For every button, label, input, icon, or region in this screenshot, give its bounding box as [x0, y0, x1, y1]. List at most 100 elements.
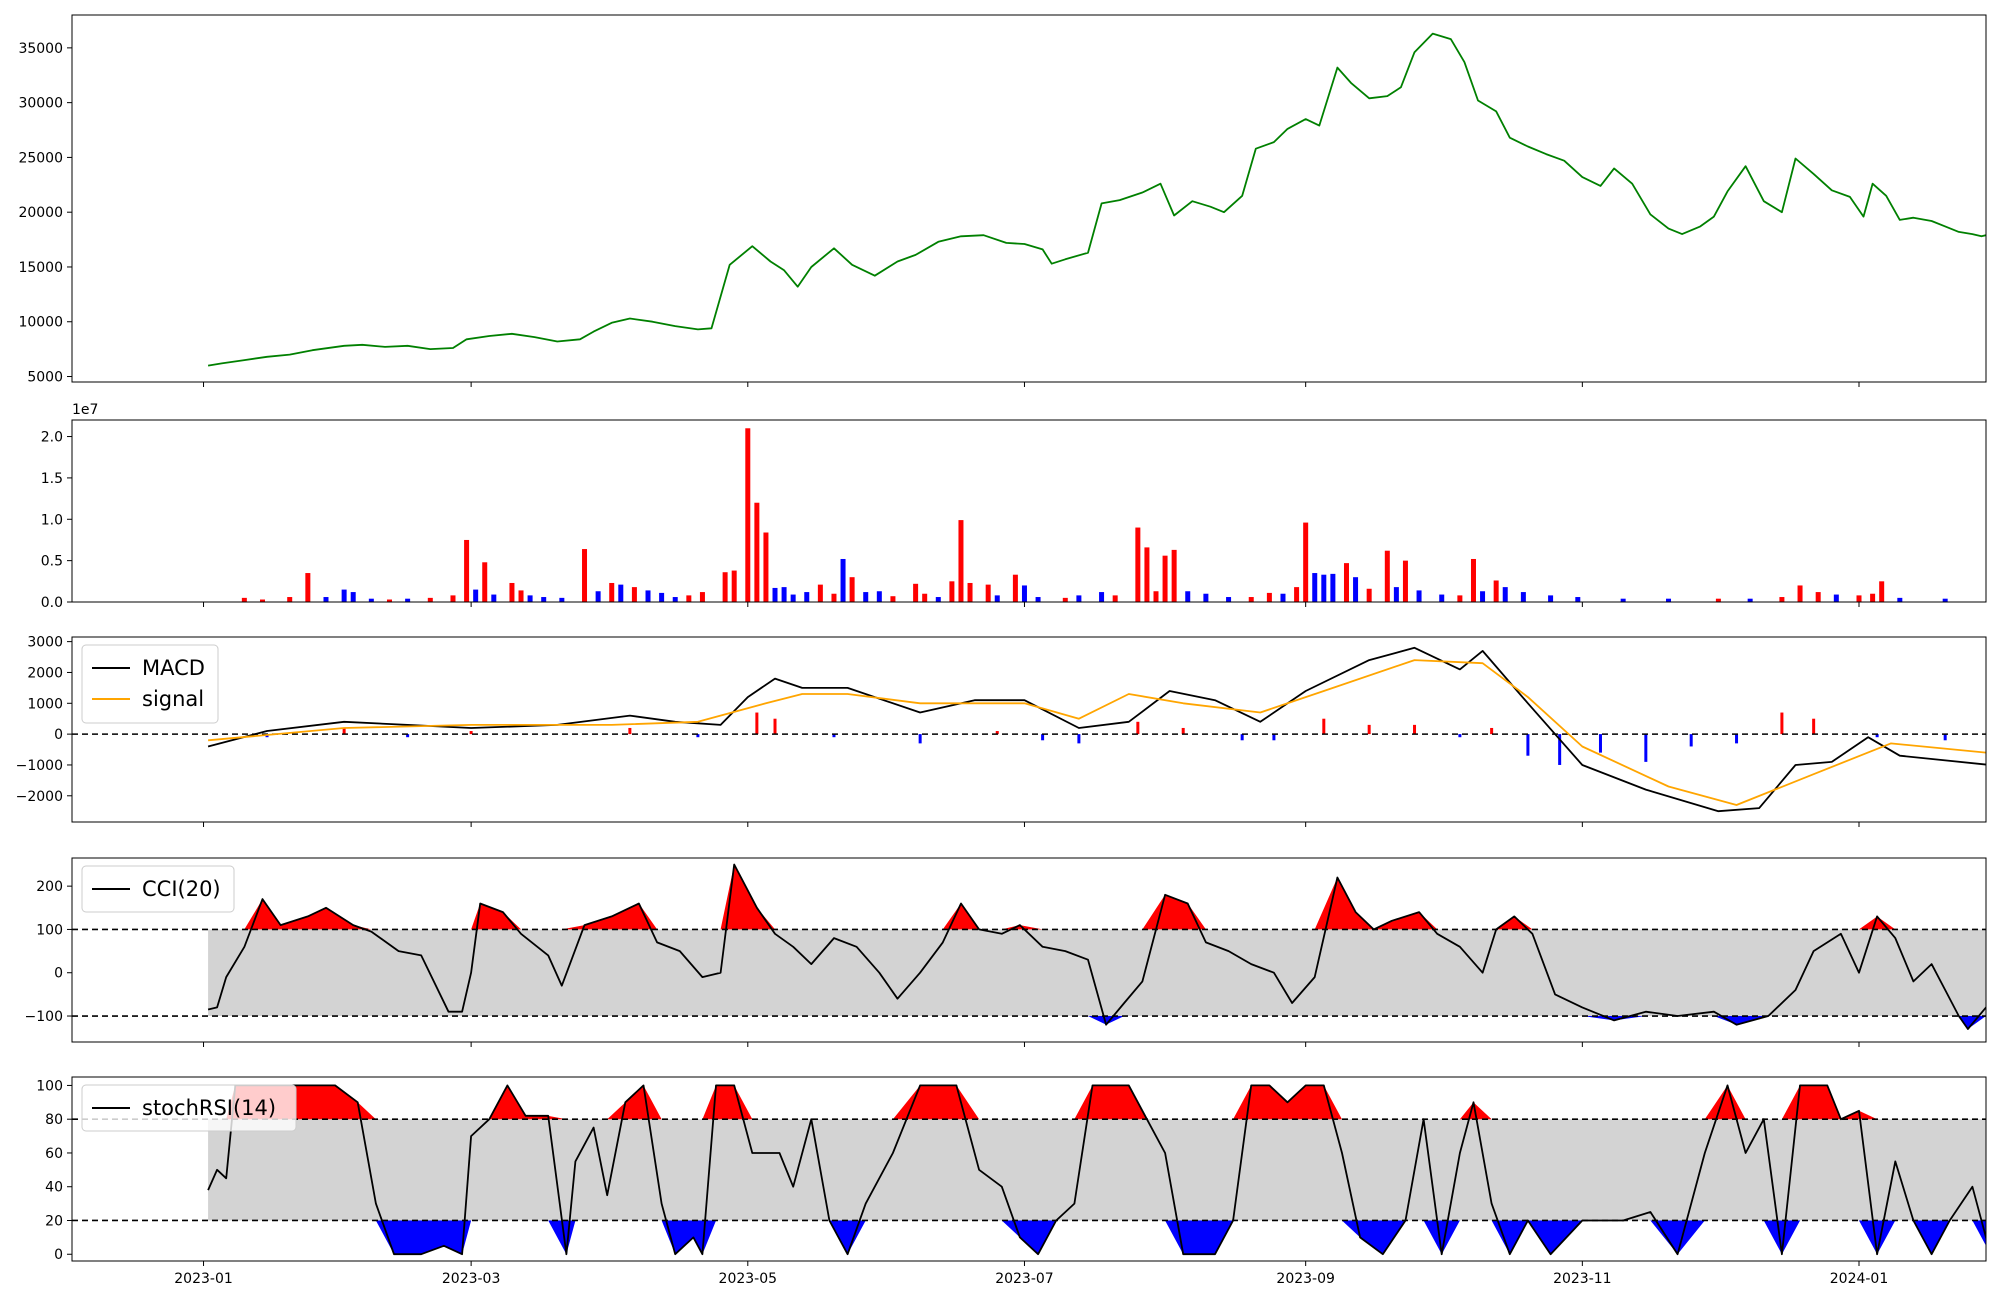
- volume-bar: [1303, 522, 1309, 602]
- volume-bar: [1856, 595, 1862, 602]
- volume-bar: [913, 583, 919, 602]
- stochrsi-y-tick-label: 60: [45, 1146, 63, 1162]
- macd-histogram-bar: [1735, 734, 1739, 744]
- macd-y-tick-label: −2000: [16, 789, 63, 805]
- volume-y-tick-label: 2.0: [41, 430, 63, 446]
- price-y-tick-label: 20000: [18, 205, 63, 221]
- cci-axes-frame: [71, 857, 1987, 1043]
- stochrsi-plot-area: [72, 1084, 1986, 1256]
- cci-y-tick-label: −100: [25, 1009, 63, 1025]
- volume-bar: [1294, 587, 1300, 602]
- volume-bar: [1666, 598, 1672, 602]
- volume-bar: [1384, 550, 1390, 602]
- stochrsi-y-tick-label: 80: [45, 1112, 63, 1128]
- volume-bar: [1203, 593, 1209, 602]
- volume-bar: [772, 587, 778, 602]
- macd-plot-area: [72, 646, 1986, 813]
- price-line-series: [207, 32, 1986, 367]
- macd-histogram-bar: [755, 712, 759, 735]
- volume-bar: [1185, 591, 1191, 602]
- volume-bar: [1226, 597, 1232, 602]
- volume-offset-label: 1e7: [72, 402, 98, 418]
- volume-bar: [731, 570, 737, 602]
- macd-histogram-bar: [1812, 718, 1816, 735]
- volume-bar: [386, 599, 392, 602]
- macd-histogram-bar: [995, 731, 999, 735]
- volume-bar: [958, 520, 964, 602]
- macd-panel: −2000 −1000 0 1000 2000 3000 MACD signal: [16, 635, 1987, 827]
- cci-neutral-band: [208, 929, 1986, 1017]
- volume-bar: [1035, 597, 1041, 602]
- cci-plot-area: [72, 863, 1986, 1030]
- x-tick-label: 2023-03: [442, 1271, 501, 1287]
- stochrsi-oversold-fill: [208, 1220, 1986, 1255]
- volume-bar: [849, 577, 855, 602]
- volume-bar: [745, 428, 751, 602]
- volume-bar: [876, 591, 882, 602]
- macd-histogram-bar: [1367, 724, 1371, 735]
- volume-bar: [645, 590, 651, 602]
- volume-bar: [699, 592, 705, 602]
- volume-bar: [482, 562, 488, 602]
- volume-bar: [1620, 598, 1626, 602]
- volume-bar: [287, 597, 293, 602]
- volume-bar: [890, 596, 896, 602]
- stochrsi-axes-frame: [71, 1076, 1987, 1262]
- cci-legend-box: [81, 865, 235, 913]
- macd-line-macd: [207, 646, 1986, 813]
- cci-y-tick-label: 200: [36, 879, 63, 895]
- volume-bar: [527, 595, 533, 602]
- volume-bar: [1153, 591, 1159, 602]
- macd-histogram-bar: [628, 727, 632, 735]
- volume-bar: [427, 597, 433, 602]
- volume-bar: [491, 594, 497, 602]
- volume-plot-area: [241, 428, 1948, 602]
- volume-bar: [518, 590, 524, 602]
- volume-bar: [1942, 598, 1948, 602]
- macd-histogram-bar: [1413, 724, 1417, 735]
- volume-bar: [541, 597, 547, 602]
- price-axes-frame: [71, 14, 1987, 383]
- volume-bar: [831, 593, 837, 602]
- volume-y-tick-label: 1.0: [41, 512, 63, 528]
- volume-axes-frame: [71, 419, 1987, 603]
- volume-bar: [1393, 587, 1399, 602]
- volume-bar: [1312, 573, 1318, 602]
- macd-y-tick-label: 3000: [27, 635, 63, 651]
- macd-histogram-bar: [342, 727, 346, 735]
- volume-bar: [241, 597, 247, 602]
- x-tick-label: 2023-01: [174, 1271, 233, 1287]
- volume-bar: [686, 595, 692, 602]
- macd-histogram-bar: [1041, 734, 1045, 741]
- volume-bar: [1099, 592, 1105, 602]
- x-tick-label: 2023-09: [1276, 1271, 1335, 1287]
- stochrsi-neutral-band: [208, 1119, 1986, 1221]
- volume-bar: [595, 591, 601, 602]
- volume-bar: [790, 594, 796, 602]
- volume-bar: [1520, 592, 1526, 602]
- price-y-tick-label: 15000: [18, 260, 63, 276]
- volume-bar: [1162, 555, 1168, 602]
- volume-bar: [631, 587, 637, 602]
- volume-bar: [1062, 597, 1068, 602]
- volume-bar: [618, 584, 624, 602]
- volume-bar: [659, 592, 665, 602]
- stochrsi-y-tick-label: 100: [36, 1078, 63, 1094]
- price-y-tick-label: 30000: [18, 96, 63, 112]
- volume-bar: [509, 582, 515, 602]
- volume-bar: [994, 595, 1000, 602]
- volume-bar: [464, 539, 470, 602]
- macd-histogram-bar: [1689, 734, 1693, 747]
- stochrsi-panel: 0 20 40 60 80 100 2023-01 2023-03 2023-05 2023-07…: [36, 1076, 1987, 1287]
- volume-bar: [259, 599, 265, 602]
- cci-legend: CCI(20): [81, 865, 235, 913]
- macd-histogram-bar: [406, 734, 410, 738]
- volume-bar: [1457, 595, 1463, 602]
- macd-y-tick-label: 2000: [27, 665, 63, 681]
- volume-bar: [935, 597, 941, 602]
- volume-panel: 0.0 0.5 1.0 1.5 2.0 1e7: [41, 402, 1987, 611]
- cci-legend-label: CCI(20): [142, 877, 221, 901]
- macd-histogram-bar: [1458, 734, 1462, 738]
- macd-axes-frame: [71, 636, 1987, 823]
- volume-bar: [1012, 574, 1018, 602]
